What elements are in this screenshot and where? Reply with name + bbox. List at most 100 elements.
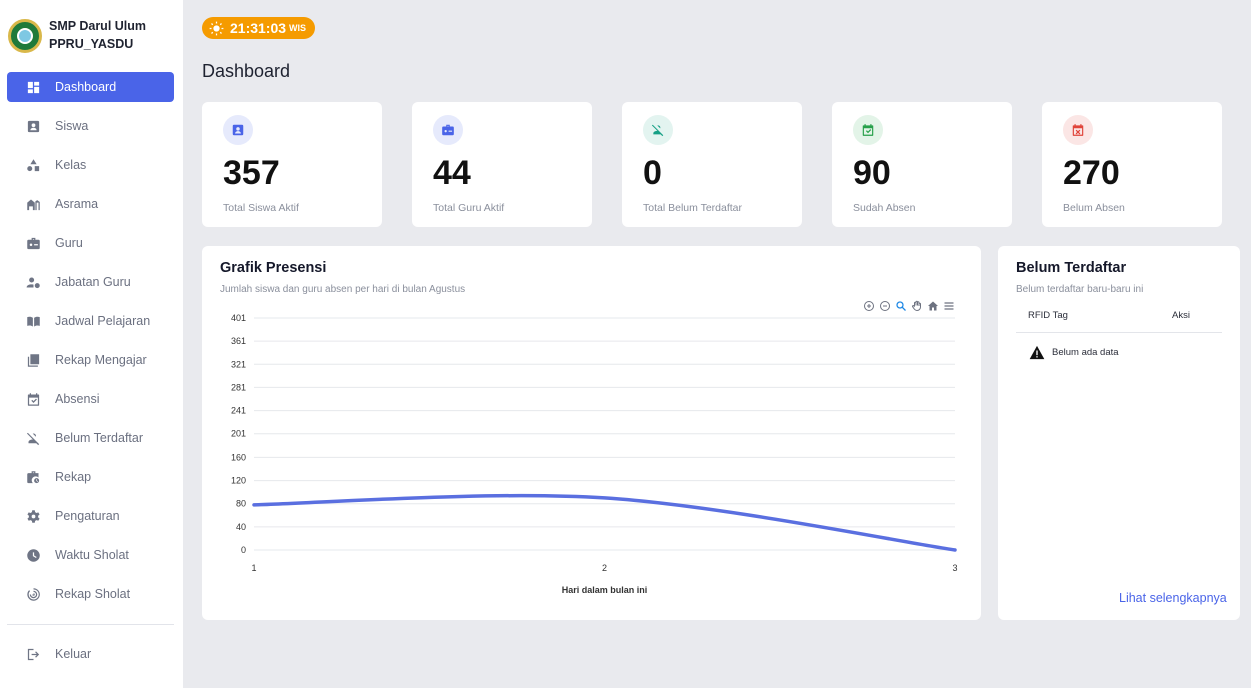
clock-badge: 21:31:03 WIS — [202, 17, 316, 39]
sidebar-item-absensi[interactable]: Absensi — [7, 384, 174, 414]
zoom-out-icon[interactable] — [878, 299, 891, 312]
stat-card-belum-terdaftar: 0 Total Belum Terdaftar — [622, 102, 802, 227]
empty-state: Belum ada data — [1029, 345, 1119, 360]
sidebar-item-label: Asrama — [55, 197, 99, 211]
menu-icon[interactable] — [942, 299, 955, 312]
sidebar-item-belum-terdaftar[interactable]: Belum Terdaftar — [7, 423, 174, 453]
stat-label: Total Siswa Aktif — [223, 202, 299, 214]
pan-hand-icon[interactable] — [910, 299, 923, 312]
sidebar-item-rekap-mengajar[interactable]: Rekap Mengajar — [7, 345, 174, 375]
y-tick-label: 281 — [231, 382, 246, 392]
y-tick-label: 160 — [231, 452, 246, 462]
stat-label: Belum Absen — [1063, 202, 1125, 214]
school-logo — [8, 19, 42, 53]
brand-name: SMP Darul Ulum PPRU_YASDU — [49, 17, 146, 53]
sidebar-item-label: Guru — [55, 236, 83, 250]
y-tick-label: 361 — [231, 336, 246, 346]
calendar-check-icon — [853, 115, 883, 145]
logout-label: Keluar — [55, 647, 92, 661]
shapes-icon — [25, 157, 41, 173]
sidebar-item-label: Dashboard — [55, 80, 117, 94]
stat-card-total-siswa: 357 Total Siswa Aktif — [202, 102, 382, 227]
sidebar-item-label: Pengaturan — [55, 509, 120, 523]
stat-value: 357 — [223, 154, 280, 192]
chart-card — [202, 246, 981, 620]
y-tick-label: 40 — [236, 522, 246, 532]
sidebar-item-kelas[interactable]: Kelas — [7, 150, 174, 180]
sidebar-divider — [7, 624, 174, 625]
sidebar-item-label: Belum Terdaftar — [55, 431, 144, 445]
empty-state-text: Belum ada data — [1052, 347, 1119, 358]
person-off-icon — [643, 115, 673, 145]
sidebar-item-pengaturan[interactable]: Pengaturan — [7, 501, 174, 531]
dashboard-icon — [25, 79, 41, 95]
sun-icon — [209, 21, 224, 35]
logout-button[interactable]: Keluar — [7, 639, 174, 669]
stat-value: 0 — [643, 154, 662, 192]
y-tick-label: 80 — [236, 499, 246, 509]
sidebar-item-waktu-sholat[interactable]: Waktu Sholat — [7, 540, 174, 570]
chart-subtitle: Jumlah siswa dan guru absen per hari di … — [220, 284, 466, 295]
teacher-briefcase-icon — [433, 115, 463, 145]
unregistered-title: Belum Terdaftar — [1016, 260, 1127, 276]
sidebar: SMP Darul Ulum PPRU_YASDU Dashboard Sisw… — [0, 0, 183, 688]
home-icon[interactable] — [926, 299, 939, 312]
sidebar-item-label: Siswa — [55, 119, 89, 133]
sidebar-item-guru[interactable]: Guru — [7, 228, 174, 258]
logout-icon — [25, 646, 41, 662]
sidebar-item-jabatan-guru[interactable]: Jabatan Guru — [7, 267, 174, 297]
y-tick-label: 401 — [231, 313, 246, 323]
sidebar-item-rekap-sholat[interactable]: Rekap Sholat — [7, 579, 174, 609]
sidebar-item-label: Jabatan Guru — [55, 275, 131, 289]
clock-zone: WIS — [289, 23, 307, 33]
sidebar-item-asrama[interactable]: Asrama — [7, 189, 174, 219]
student-badge-icon — [223, 115, 253, 145]
brand[interactable]: SMP Darul Ulum PPRU_YASDU — [8, 16, 146, 53]
see-more-link[interactable]: Lihat selengkapnya — [1119, 591, 1227, 605]
page-title: Dashboard — [202, 61, 291, 81]
sidebar-item-label: Rekap — [55, 470, 92, 484]
x-tick-label: 2 — [602, 563, 607, 573]
sidebar-item-label: Absensi — [55, 392, 100, 406]
target-icon — [25, 586, 41, 602]
logout-section: Keluar — [7, 639, 174, 678]
sidebar-item-label: Jadwal Pelajaran — [55, 314, 151, 328]
sidebar-item-jadwal-pelajaran[interactable]: Jadwal Pelajaran — [7, 306, 174, 336]
sidebar-item-siswa[interactable]: Siswa — [7, 111, 174, 141]
y-tick-label: 201 — [231, 429, 246, 439]
stat-value: 270 — [1063, 154, 1120, 192]
warning-icon — [1029, 345, 1045, 360]
dormitory-icon — [25, 196, 41, 212]
attendance-line-chart: 0 40 80 120 160 201 241 281 321 361 401 1 2 3 Hari dal… — [231, 313, 958, 595]
x-tick-label: 3 — [952, 563, 957, 573]
unregistered-subtitle: Belum terdaftar baru-baru ini — [1016, 284, 1144, 295]
y-tick-label: 241 — [231, 406, 246, 416]
x-tick-label: 1 — [251, 563, 256, 573]
magnifier-icon[interactable] — [894, 299, 907, 312]
calendar-x-icon — [1063, 115, 1093, 145]
stat-card-belum-absen: 270 Belum Absen — [1042, 102, 1222, 227]
sidebar-item-label: Waktu Sholat — [55, 548, 129, 562]
series-line — [252, 493, 957, 552]
column-header-aksi: Aksi — [1172, 310, 1190, 321]
sidebar-item-rekap[interactable]: Rekap — [7, 462, 174, 492]
chart-title: Grafik Presensi — [220, 260, 327, 276]
work-history-icon — [25, 469, 41, 485]
x-axis-label: Hari dalam bulan ini — [562, 585, 648, 595]
sidebar-item-label: Rekap Mengajar — [55, 353, 147, 367]
brand-name-line1: SMP Darul Ulum — [49, 19, 147, 33]
chart-toolbar — [862, 299, 955, 312]
stat-label: Total Guru Aktif — [433, 202, 505, 214]
stat-card-sudah-absen: 90 Sudah Absen — [832, 102, 1012, 227]
teacher-briefcase-icon — [25, 235, 41, 251]
clock-time: 21:31:03 — [230, 20, 287, 36]
clock-icon — [25, 547, 41, 563]
stat-card-total-guru: 44 Total Guru Aktif — [412, 102, 592, 227]
column-header-rfid-tag: RFID Tag — [1028, 310, 1068, 321]
user-gear-icon — [25, 274, 41, 290]
sidebar-item-dashboard[interactable]: Dashboard — [7, 72, 174, 102]
sidebar-item-label: Kelas — [55, 158, 87, 172]
unregistered-table-header: RFID Tag Aksi — [1016, 303, 1222, 333]
calendar-check-icon — [25, 391, 41, 407]
zoom-in-icon[interactable] — [862, 299, 875, 312]
